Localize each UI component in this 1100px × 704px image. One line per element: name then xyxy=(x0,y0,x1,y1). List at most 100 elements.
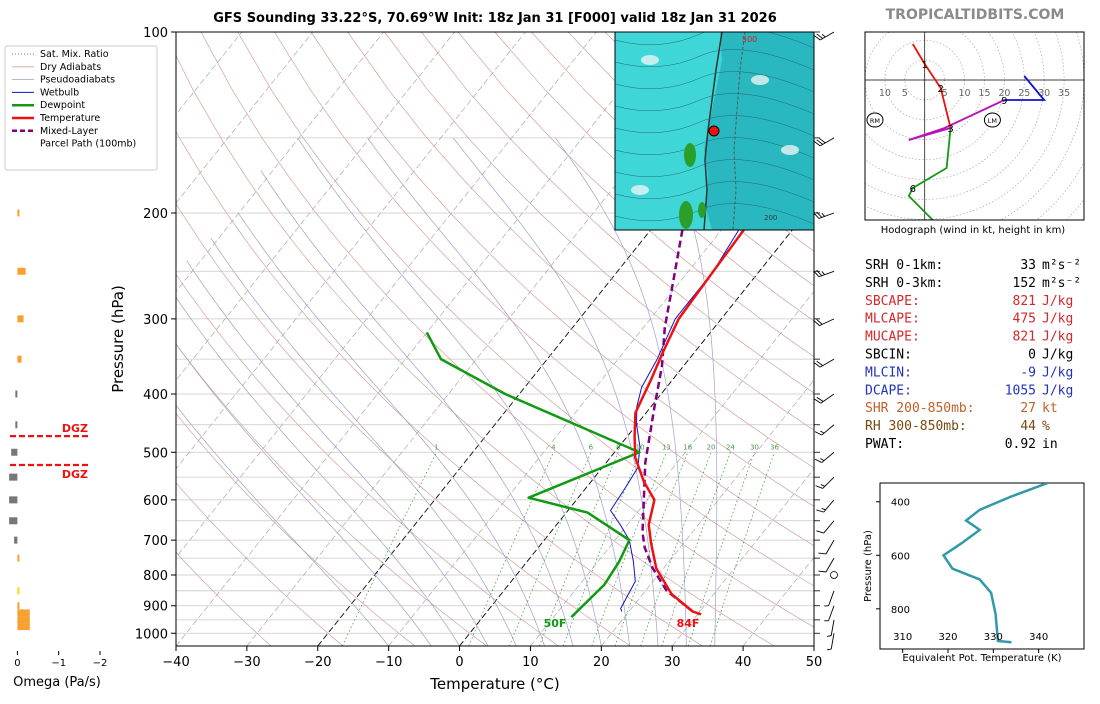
barb-flag xyxy=(813,270,820,278)
stat-value: 152 xyxy=(1013,276,1036,291)
dry-adiabat xyxy=(421,32,814,394)
legend-label: Temperature xyxy=(39,113,100,124)
wind-barb xyxy=(813,31,835,41)
mixing-ratio-line xyxy=(640,452,712,646)
wind-barb xyxy=(813,211,835,219)
legend-label: Mixed-Layer xyxy=(40,126,98,137)
temperature-tick-label: 20 xyxy=(593,655,610,670)
dry-adiabat xyxy=(310,32,814,507)
omega-tick-label: −1 xyxy=(51,658,66,669)
barb-half-flag xyxy=(821,33,826,38)
barb-flag xyxy=(816,397,824,402)
stat-label: MUCAPE: xyxy=(865,330,920,345)
barb-shaft xyxy=(828,605,835,621)
pseudoadiabat xyxy=(661,137,718,646)
skewt-frame xyxy=(175,31,815,647)
stat-unit: J/kg xyxy=(1042,330,1073,345)
stat-value: 821 xyxy=(1013,294,1036,309)
dry-adiabat xyxy=(531,32,814,287)
theta-e-y-tick-label: 400 xyxy=(891,498,910,509)
hodograph-height-label: 2 xyxy=(937,84,943,95)
minus20-isotherm xyxy=(317,32,810,646)
map-cloud-patch xyxy=(751,75,769,85)
skewt-xlabel: Temperature (°C) xyxy=(429,675,559,693)
barb-flag xyxy=(813,320,820,326)
mixing-ratio-line xyxy=(591,452,667,646)
theta-e-x-tick-label: 320 xyxy=(938,632,957,643)
wind-barb xyxy=(816,499,835,513)
pressure-tick-label: 400 xyxy=(143,388,168,403)
wind-barb xyxy=(818,539,835,555)
isotherm xyxy=(246,32,739,646)
parcel-path-line xyxy=(641,32,704,613)
wind-barb xyxy=(816,520,835,534)
omega-bar xyxy=(9,517,18,525)
map-contour xyxy=(615,93,814,115)
storm-motion-label: LM xyxy=(988,117,997,125)
storm-motion-marker xyxy=(866,112,884,128)
wind-barb xyxy=(813,358,835,368)
temperature-tick-label: 30 xyxy=(664,655,681,670)
stat-label: SRH 0-1km: xyxy=(865,258,943,273)
legend-label: Wetbulb xyxy=(40,87,79,98)
map-contour xyxy=(615,32,814,49)
stat-value: 475 xyxy=(1013,312,1036,327)
hodograph-trace-segment xyxy=(1004,75,1047,101)
legend-label: Dewpoint xyxy=(40,100,85,111)
omega-bar xyxy=(17,623,30,631)
wind-barb xyxy=(814,451,835,463)
pseudoadiabat xyxy=(367,137,631,646)
stat-unit: J/kg xyxy=(1042,383,1073,398)
barb-shaft xyxy=(821,424,835,436)
wind-barb xyxy=(813,269,835,278)
barb-shaft xyxy=(819,318,835,327)
barb-shaft xyxy=(819,358,835,368)
freezing-isotherm xyxy=(459,202,814,646)
isotherm xyxy=(388,113,814,646)
barb-flag xyxy=(816,530,824,534)
barb-shaft xyxy=(830,619,835,636)
theta-e-line xyxy=(941,483,1049,644)
map-cloud-patch xyxy=(781,145,799,155)
temperature-tick-label: 40 xyxy=(735,655,752,670)
stat-label: SBCIN: xyxy=(865,348,912,363)
barb-flag xyxy=(813,140,821,147)
barb-half-flag xyxy=(826,648,832,651)
barb-flag xyxy=(813,35,821,41)
barb-flag xyxy=(816,211,823,218)
wind-barb xyxy=(813,318,835,327)
pressure-tick-label: 600 xyxy=(143,494,168,509)
hodograph-ring-label: 5 xyxy=(942,88,948,99)
stat-value: -9 xyxy=(1020,365,1036,380)
skewt-ylabel: Pressure (hPa) xyxy=(109,285,127,393)
dry-adiabat xyxy=(274,32,814,547)
theta-e-x-tick-label: 310 xyxy=(893,632,912,643)
omega-bar xyxy=(17,355,22,363)
omega-bar xyxy=(17,616,30,624)
barb-flag xyxy=(818,137,826,144)
map-contour xyxy=(615,181,814,203)
barb-shaft xyxy=(825,539,835,555)
pressure-tick-label: 200 xyxy=(143,207,168,222)
legend: Sat. Mix. Ratio Dry Adiabats Pseudoadiabat… xyxy=(4,45,158,171)
map-precip-blob xyxy=(679,201,693,229)
barb-half-flag xyxy=(826,635,832,637)
hodograph-height-label: 1 xyxy=(922,60,928,71)
stats-table: SRH 0-1km: 33 m²s⁻² SRH 0-3km: 152 m²s⁻² SBCAP… xyxy=(865,258,1081,452)
omega-bar xyxy=(17,267,26,275)
barb-shaft xyxy=(819,137,835,147)
stat-value: 821 xyxy=(1013,330,1036,345)
dry-adiabat xyxy=(176,273,559,646)
dgz-label: DGZ xyxy=(62,422,88,435)
hodograph-trace-segment xyxy=(939,87,952,129)
theta-e-frame xyxy=(879,482,1085,650)
dewpoint-line xyxy=(425,331,641,618)
pseudoadiabat xyxy=(176,404,389,646)
wind-barb xyxy=(813,137,835,147)
dry-adiabat xyxy=(176,130,703,646)
dry-adiabat xyxy=(384,32,814,431)
pseudoadiabat xyxy=(238,212,545,646)
map-precip-blob xyxy=(684,143,696,167)
mixing-ratio-label: 36 xyxy=(770,443,779,451)
